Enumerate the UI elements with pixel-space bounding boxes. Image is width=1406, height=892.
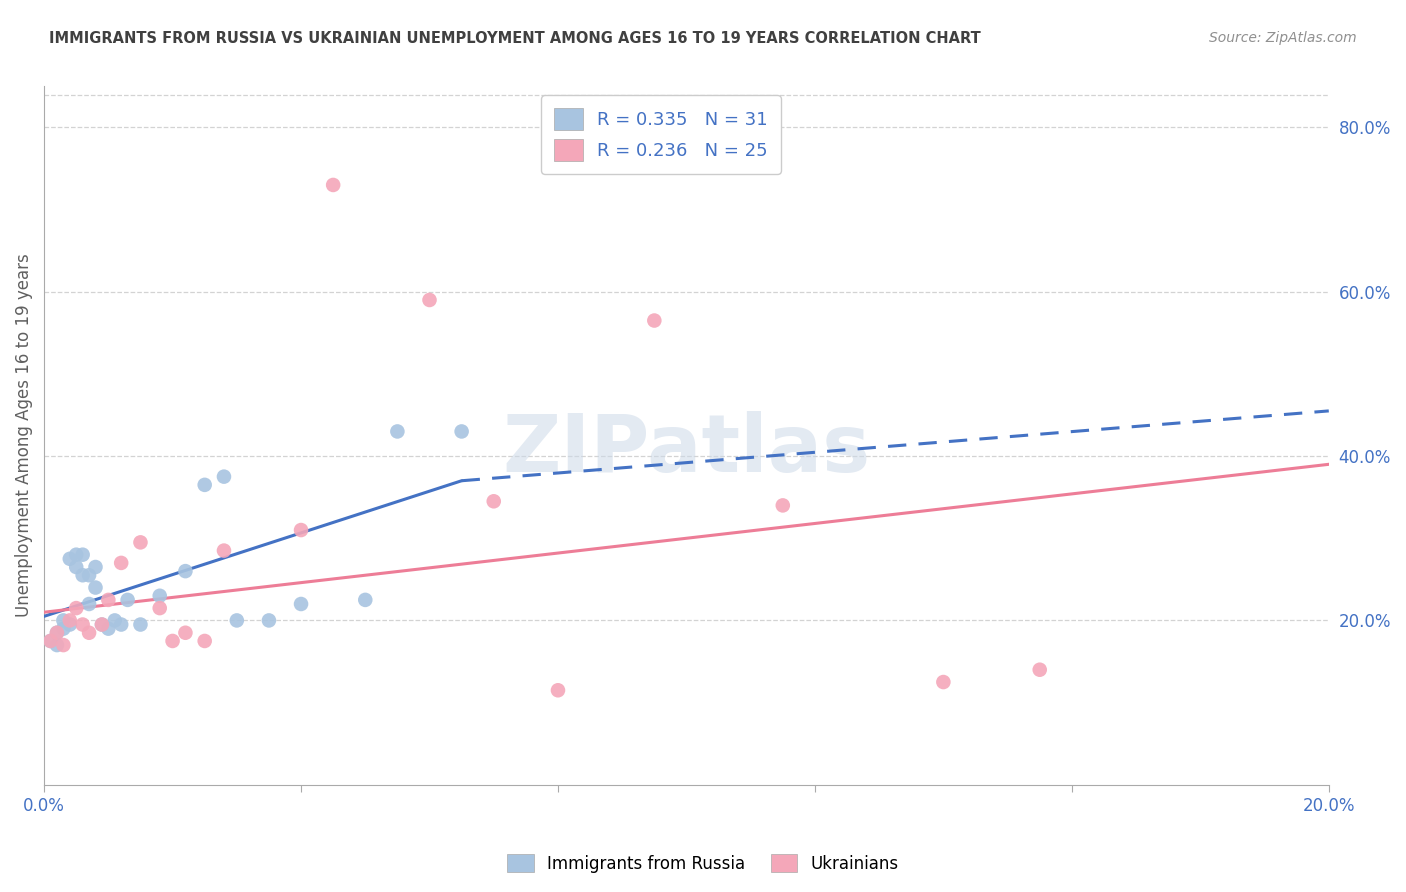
Point — [174, 625, 197, 640]
Point — [110, 556, 132, 570]
Point — [97, 622, 120, 636]
Point — [72, 568, 94, 582]
Point — [52, 638, 75, 652]
Point — [225, 614, 247, 628]
Point — [290, 597, 312, 611]
Point — [482, 494, 505, 508]
Point — [72, 548, 94, 562]
Point — [418, 293, 440, 307]
Legend: Immigrants from Russia, Ukrainians: Immigrants from Russia, Ukrainians — [501, 847, 905, 880]
Point — [212, 469, 235, 483]
Point — [174, 564, 197, 578]
Point — [212, 543, 235, 558]
Point — [65, 601, 87, 615]
Point — [194, 478, 217, 492]
Point — [84, 581, 107, 595]
Point — [97, 593, 120, 607]
Point — [77, 625, 100, 640]
Y-axis label: Unemployment Among Ages 16 to 19 years: Unemployment Among Ages 16 to 19 years — [15, 253, 32, 617]
Text: IMMIGRANTS FROM RUSSIA VS UKRAINIAN UNEMPLOYMENT AMONG AGES 16 TO 19 YEARS CORRE: IMMIGRANTS FROM RUSSIA VS UKRAINIAN UNEM… — [49, 31, 981, 46]
Point — [354, 593, 377, 607]
Legend: R = 0.335   N = 31, R = 0.236   N = 25: R = 0.335 N = 31, R = 0.236 N = 25 — [541, 95, 780, 174]
Text: ZIPatlas: ZIPatlas — [502, 410, 870, 489]
Point — [77, 597, 100, 611]
Point — [129, 535, 152, 549]
Point — [59, 614, 82, 628]
Point — [547, 683, 569, 698]
Point — [149, 589, 172, 603]
Point — [39, 634, 62, 648]
Point — [65, 560, 87, 574]
Point — [117, 593, 139, 607]
Text: Source: ZipAtlas.com: Source: ZipAtlas.com — [1209, 31, 1357, 45]
Point — [90, 617, 112, 632]
Point — [1028, 663, 1050, 677]
Point — [257, 614, 280, 628]
Point — [322, 178, 344, 192]
Point — [110, 617, 132, 632]
Point — [643, 313, 665, 327]
Point — [90, 617, 112, 632]
Point — [932, 675, 955, 690]
Point — [59, 617, 82, 632]
Point — [772, 499, 794, 513]
Point — [290, 523, 312, 537]
Point — [39, 634, 62, 648]
Point — [104, 614, 127, 628]
Point — [162, 634, 184, 648]
Point — [46, 625, 69, 640]
Point — [77, 568, 100, 582]
Point — [129, 617, 152, 632]
Point — [59, 551, 82, 566]
Point — [52, 622, 75, 636]
Point — [65, 548, 87, 562]
Point — [387, 425, 409, 439]
Point — [149, 601, 172, 615]
Point — [194, 634, 217, 648]
Point — [46, 638, 69, 652]
Point — [46, 625, 69, 640]
Point — [450, 425, 472, 439]
Point — [72, 617, 94, 632]
Point — [84, 560, 107, 574]
Point — [52, 614, 75, 628]
